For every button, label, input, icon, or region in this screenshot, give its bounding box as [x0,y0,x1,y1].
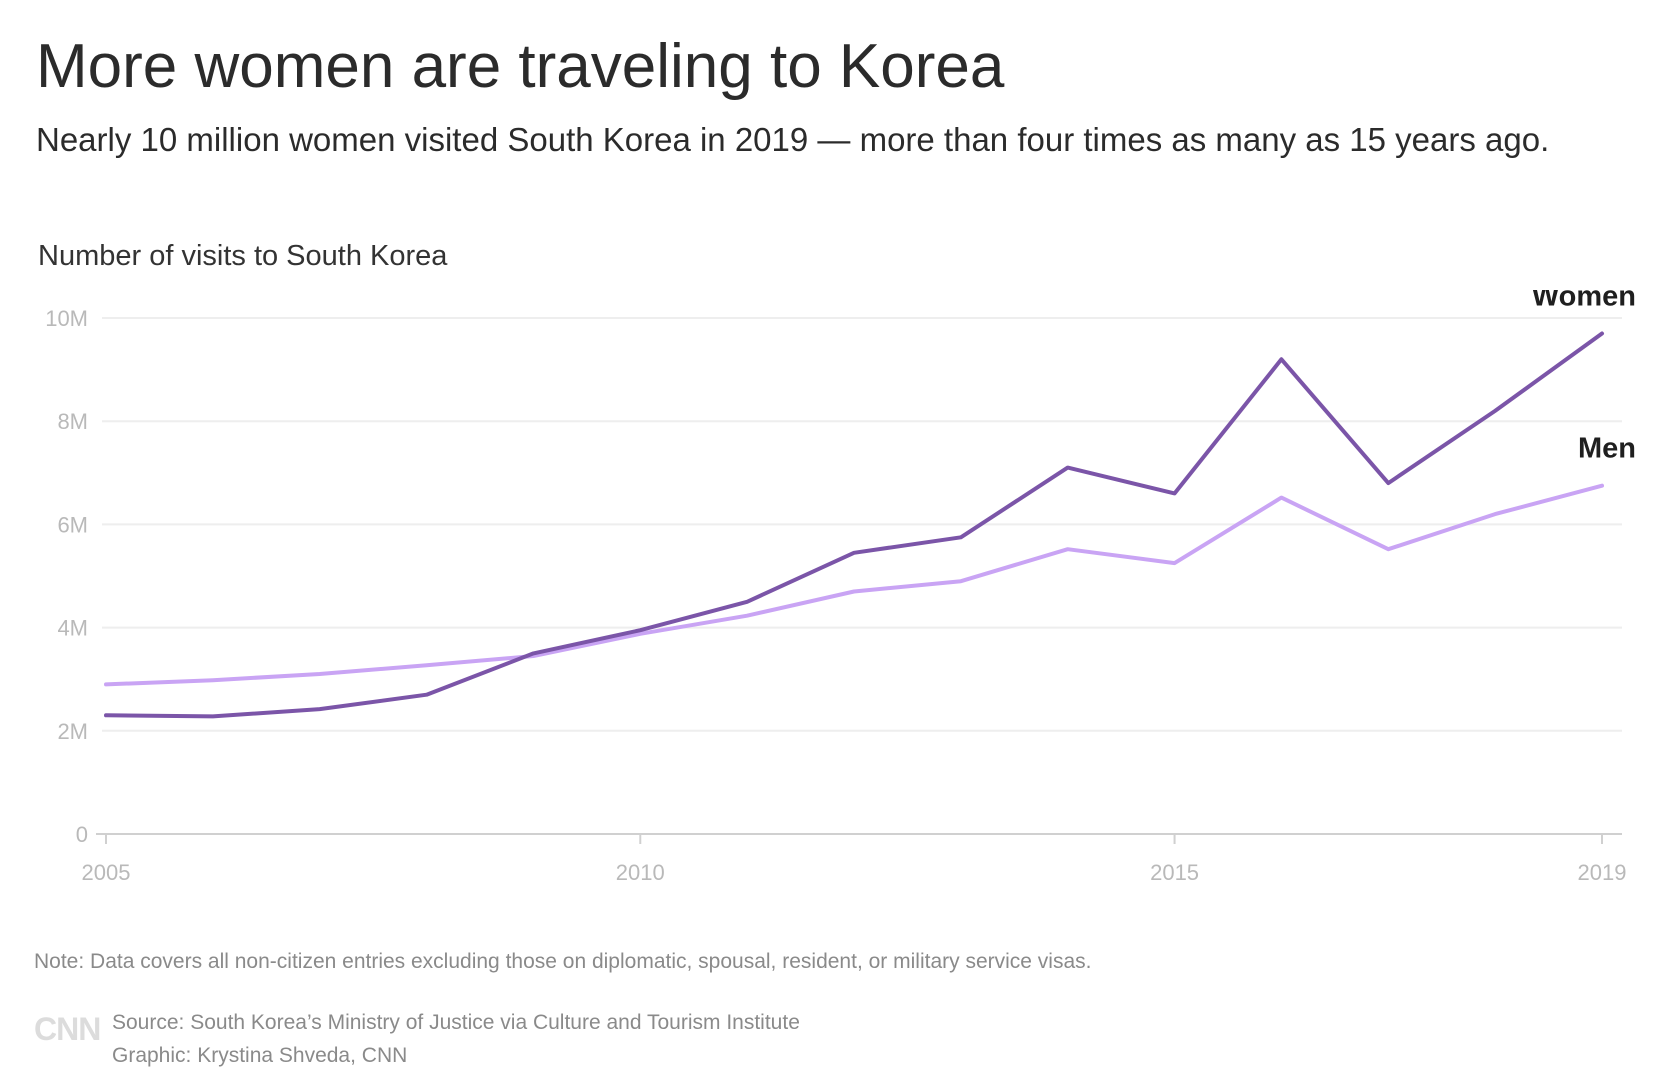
series-line-men [104,483,1604,687]
series-label-men: Men [1578,433,1636,465]
y-tick-label: 10M [45,306,88,331]
gridlines [102,317,1622,732]
y-tick-label: 8M [57,409,88,434]
graphic-credit: Graphic: Krystina Shveda, CNN [112,1044,408,1067]
y-tick-label: 0 [76,822,88,847]
series-line-women [104,331,1604,719]
x-axis: 2005 2010 2015 2019 [82,833,1627,885]
y-tick-label: 4M [57,616,88,641]
chart-subtitle: Nearly 10 million women visited South Ko… [36,121,1550,158]
series-labels: Women Men [1532,290,1636,465]
chart-title: More women are traveling to Korea [36,32,1005,101]
x-tick-label: 2015 [1150,860,1199,885]
cnn-logo: CNN [34,1011,101,1047]
chart-note: Note: Data covers all non-citizen entrie… [34,950,1092,973]
y-unit-label: Number of visits to South Korea [38,240,448,272]
y-tick-label: 6M [57,512,88,537]
series-lines [104,331,1604,719]
x-tick-label: 2010 [616,860,665,885]
x-tick-label: 2005 [82,860,131,885]
source-credit: Source: South Korea’s Ministry of Justic… [112,1011,800,1034]
series-label-women: Women [1532,290,1636,312]
line-chart: 0 2M 4M 6M 8M 10M 2005 2010 2015 2019 Women Men [45,290,1636,885]
y-tick-label: 2M [57,719,88,744]
x-tick-label: 2019 [1578,860,1627,885]
y-axis-ticks: 0 2M 4M 6M 8M 10M [45,306,88,847]
